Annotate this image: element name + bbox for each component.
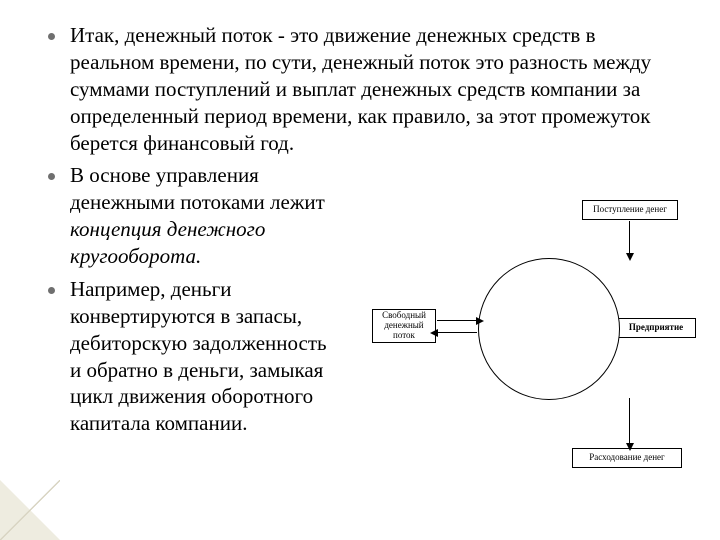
cashflow-diagram: Поступление денег Предприятие Расходован… bbox=[350, 198, 700, 498]
bullet-item: Итак, денежный поток - это движение дене… bbox=[48, 22, 680, 156]
diagram-box-freecash: Свободный денежный поток bbox=[372, 309, 436, 343]
arrow-line bbox=[437, 320, 477, 321]
italic-phrase: концепция денежного кругооборота. bbox=[70, 217, 265, 268]
arrow-head-left-icon bbox=[430, 329, 438, 337]
bullet-text: В основе управления денежными потоками л… bbox=[70, 162, 330, 270]
diagram-box-enterprise: Предприятие bbox=[616, 318, 696, 338]
diagram-box-outflow: Расходование денег bbox=[572, 448, 682, 468]
arrow-line bbox=[629, 398, 630, 444]
arrow-line bbox=[629, 221, 630, 254]
arrow-head-down-icon bbox=[626, 253, 634, 261]
diagram-box-inflow: Поступление денег bbox=[582, 200, 678, 220]
diagram-circle bbox=[478, 258, 620, 400]
arrow-head-down-icon bbox=[626, 443, 634, 451]
slide: Итак, денежный поток - это движение дене… bbox=[0, 0, 720, 540]
page-curl-icon bbox=[0, 480, 60, 540]
arrow-line bbox=[437, 332, 477, 333]
arrow-head-right-icon bbox=[476, 317, 484, 325]
bullet-text: Итак, денежный поток - это движение дене… bbox=[70, 23, 651, 155]
bullet-text: Например, деньги конвертируются в запасы… bbox=[70, 276, 330, 437]
